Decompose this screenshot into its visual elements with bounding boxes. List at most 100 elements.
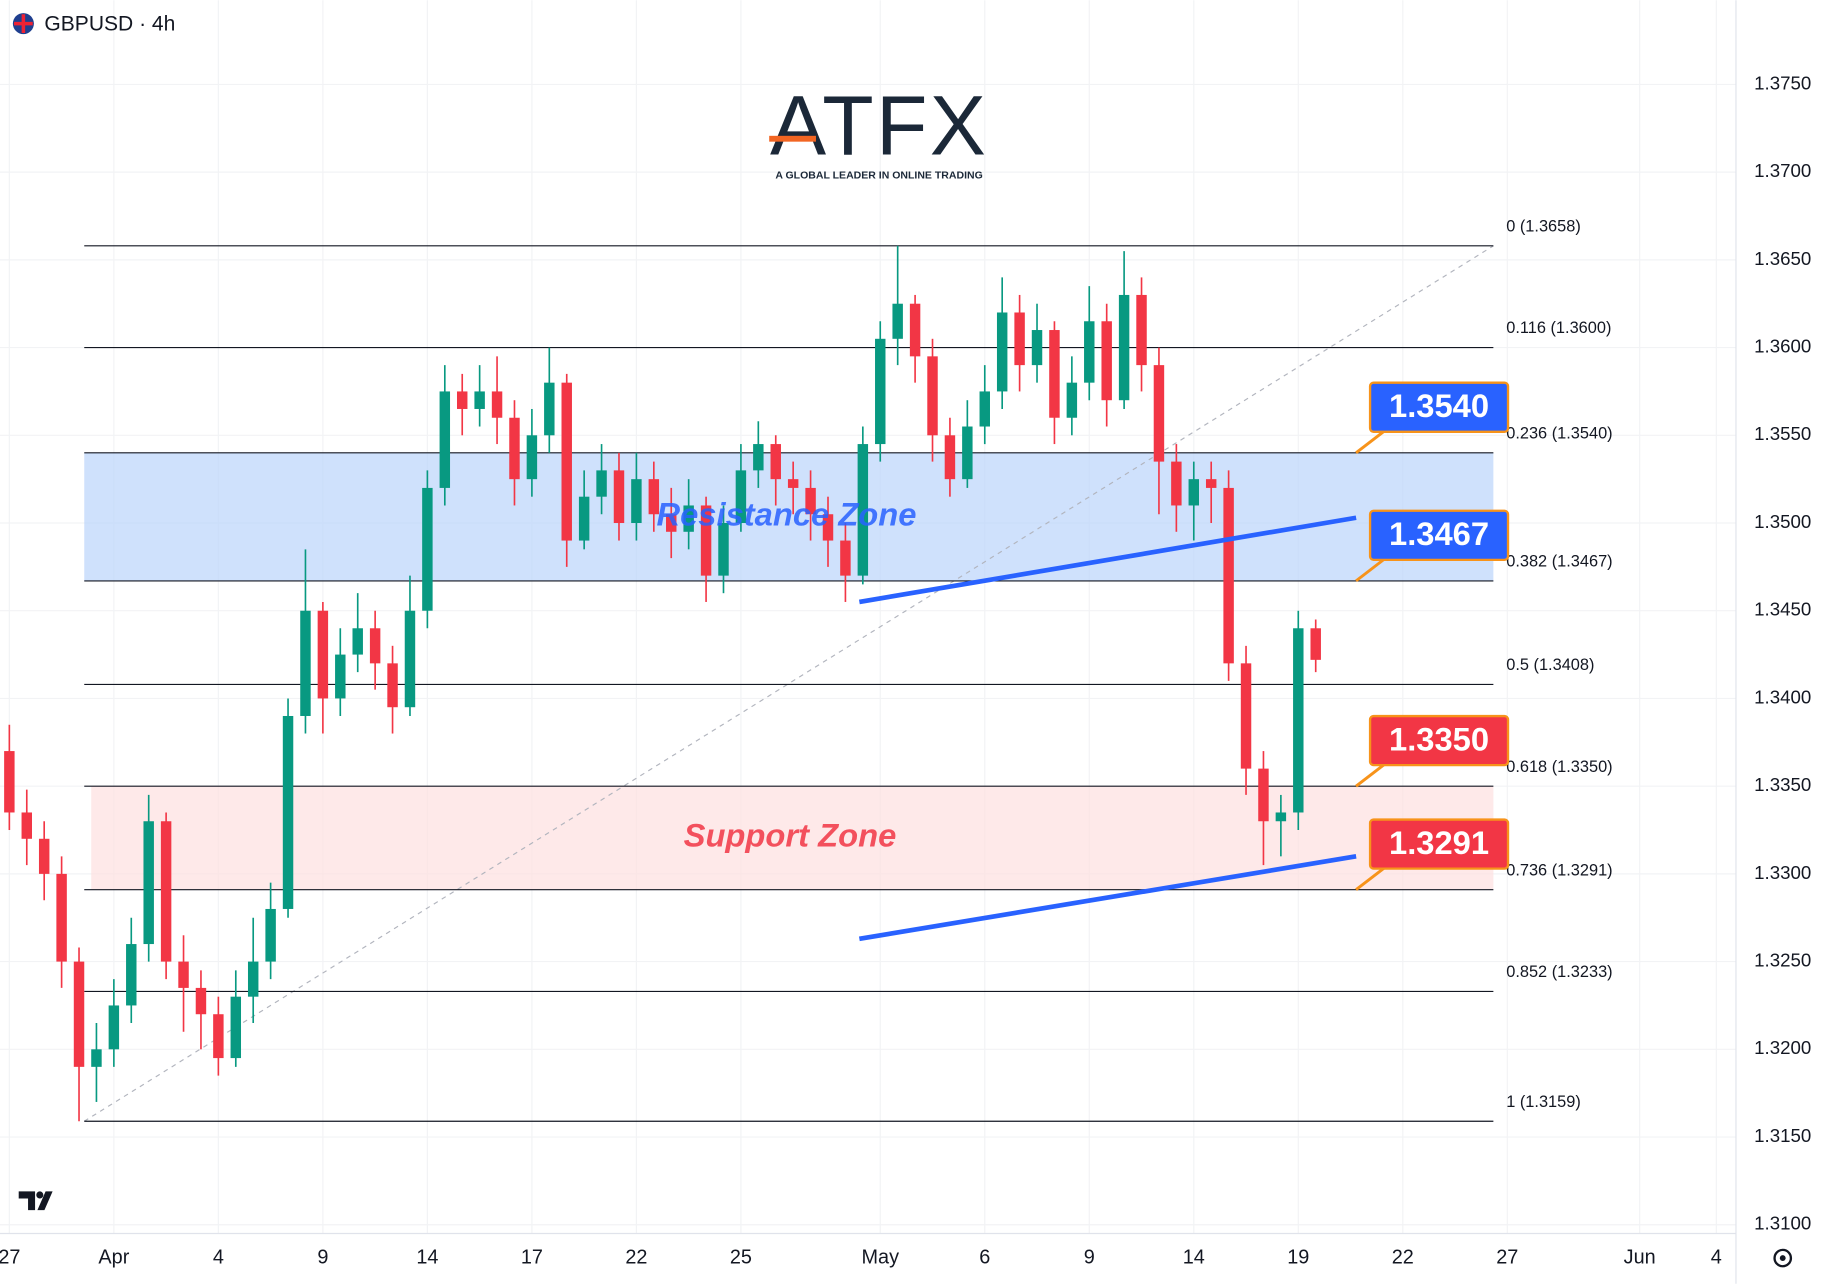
x-tick-label: May	[861, 1246, 899, 1268]
logo-brand: ATFX	[770, 79, 988, 173]
y-tick-label: 1.3250	[1754, 950, 1811, 971]
settings-icon[interactable]	[1773, 1248, 1793, 1268]
candle-body	[178, 961, 189, 988]
candle-body	[126, 944, 137, 1006]
x-tick-label: Jun	[1624, 1246, 1656, 1268]
candle-body	[369, 628, 381, 664]
candle-body	[962, 426, 973, 480]
x-tick-label: 4	[1711, 1246, 1722, 1268]
candle-body	[108, 1005, 120, 1050]
candle-body	[247, 961, 259, 997]
candle-body	[404, 610, 416, 708]
candle-body	[526, 435, 538, 480]
y-tick-label: 1.3750	[1754, 72, 1811, 93]
candle-body	[160, 821, 172, 962]
candle-body	[1240, 663, 1252, 769]
tradingview-logo	[18, 1191, 53, 1211]
candle-body	[38, 838, 50, 874]
fib-label: 0.382 (1.3467)	[1506, 553, 1612, 571]
x-tick-label: 4	[213, 1246, 224, 1268]
candle-body	[1205, 479, 1217, 488]
candle-body	[613, 470, 625, 524]
x-tick-label: 6	[979, 1246, 990, 1268]
candle-body	[1031, 330, 1043, 366]
trendline	[858, 515, 1357, 605]
flag-pointer	[1355, 865, 1388, 891]
fib-label: 1 (1.3159)	[1506, 1093, 1581, 1111]
candle-body	[56, 873, 67, 962]
zone-label: Support Zone	[684, 817, 897, 854]
candle-body	[718, 523, 729, 576]
candle-body	[282, 715, 294, 909]
x-tick-label: 22	[625, 1246, 647, 1268]
trendline	[858, 854, 1357, 942]
price-flag-label: 1.3291	[1389, 824, 1489, 861]
candle-body	[422, 487, 433, 611]
candle-body	[544, 382, 555, 436]
candle-body	[840, 540, 851, 576]
candle-body	[143, 821, 154, 945]
candle-body	[195, 987, 207, 1015]
y-tick-label: 1.3400	[1754, 686, 1811, 707]
candle-body	[683, 505, 694, 532]
candle-body	[352, 628, 363, 655]
candle-body	[927, 356, 938, 436]
x-tick-label: 22	[1392, 1246, 1414, 1268]
flag-pointer	[1355, 556, 1388, 583]
candle-body	[1118, 294, 1130, 401]
y-tick-label: 1.3650	[1754, 248, 1811, 269]
y-tick-label: 1.3600	[1754, 336, 1811, 357]
candle-body	[73, 961, 85, 1067]
candle-body	[509, 417, 520, 480]
y-tick-label: 1.3450	[1754, 599, 1811, 620]
candle-body	[439, 391, 451, 488]
candle-body	[996, 312, 1008, 392]
y-tick-label: 1.3350	[1754, 774, 1811, 795]
zone-label: Resistance Zone	[656, 496, 916, 533]
candle-body	[1153, 365, 1165, 462]
candle-body	[822, 514, 834, 541]
candle-body	[1258, 768, 1269, 822]
candle-body	[1136, 294, 1147, 366]
candle-body	[666, 514, 677, 532]
candle-body	[700, 505, 712, 576]
x-tick-label: 9	[1084, 1246, 1095, 1268]
candle-body	[335, 654, 346, 699]
price-flag	[1368, 818, 1510, 870]
x-tick-label: 14	[1183, 1246, 1205, 1268]
candle-body	[213, 1014, 224, 1059]
candle-body	[317, 610, 329, 699]
candle-body	[596, 470, 607, 497]
y-tick-label: 1.3700	[1754, 160, 1811, 181]
candle-body	[21, 812, 32, 839]
candle-body	[300, 610, 311, 716]
logo-tagline: A GLOBAL LEADER IN ONLINE TRADING	[775, 169, 982, 181]
candle-body	[1101, 321, 1112, 401]
candle-body	[805, 487, 816, 515]
flag-cross	[14, 14, 33, 33]
y-tick-label: 1.3200	[1754, 1037, 1811, 1058]
candle-body	[91, 1049, 102, 1067]
x-tick-label: 19	[1287, 1246, 1309, 1268]
candle-body	[735, 470, 747, 524]
candle-body	[892, 303, 903, 339]
candle-body	[1049, 330, 1060, 418]
candle-body	[474, 391, 485, 409]
candle-body	[1293, 628, 1304, 813]
x-tick-label: 27	[1496, 1246, 1518, 1268]
axes: 1.3100 1.3150 1.3200 1.3250 1.3300 1.3350 1.34…	[0, 72, 1811, 1268]
candle-body	[648, 479, 660, 515]
price-flag	[1368, 714, 1510, 767]
price-flag-label: 1.3350	[1389, 720, 1489, 757]
x-tick-label: Apr	[98, 1246, 129, 1268]
candle-body	[753, 444, 764, 471]
fib-label: 0.618 (1.3350)	[1506, 758, 1612, 776]
zone	[84, 452, 1494, 581]
candle-body	[1310, 628, 1321, 660]
candle-body	[909, 303, 921, 357]
y-tick-label: 1.3550	[1754, 423, 1811, 444]
y-tick-label: 1.3150	[1754, 1125, 1811, 1146]
